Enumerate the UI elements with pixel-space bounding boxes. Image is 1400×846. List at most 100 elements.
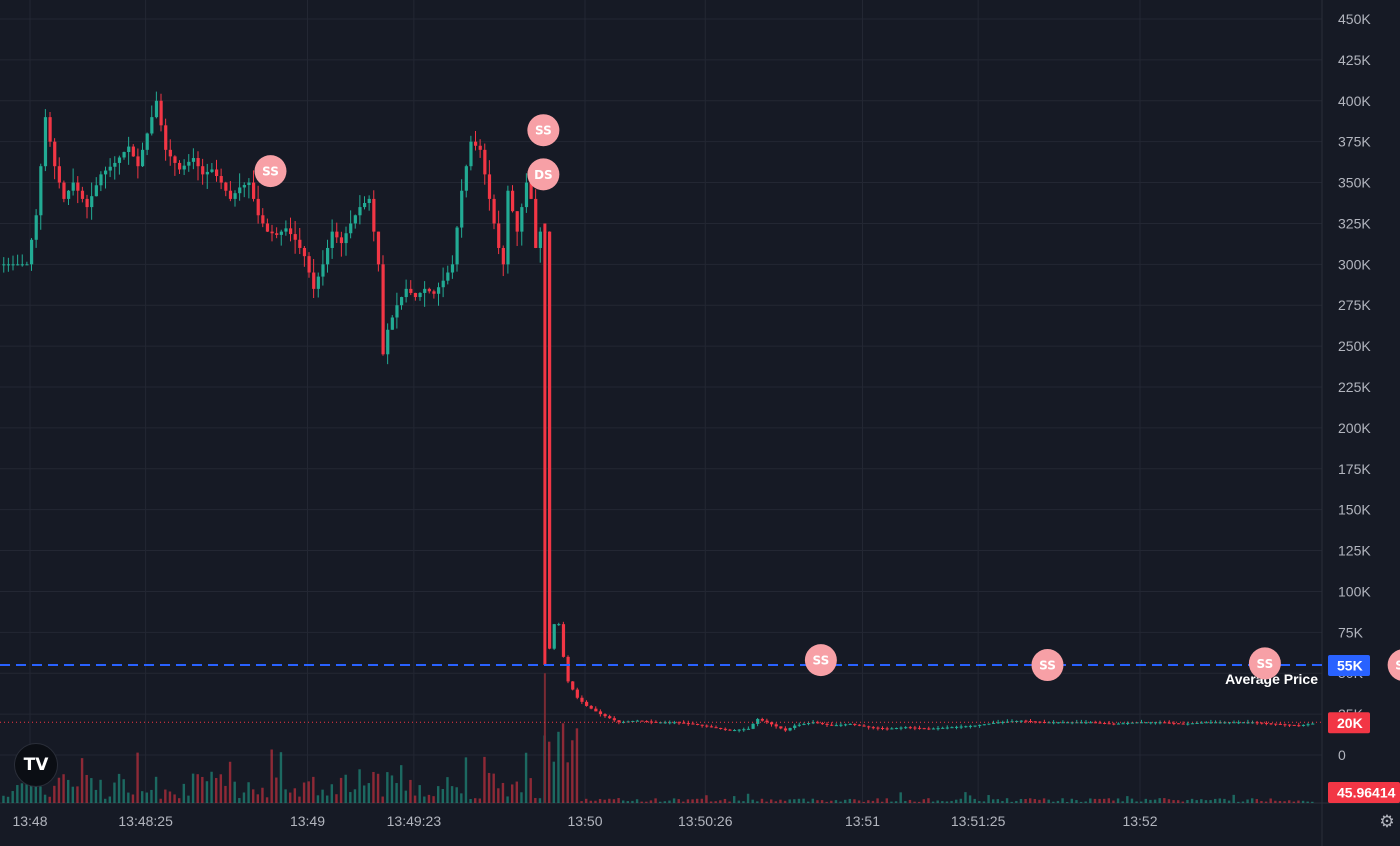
candle-body <box>441 280 445 288</box>
volume-bar <box>201 776 204 803</box>
volume-bar <box>474 798 477 803</box>
volume-bar <box>372 771 375 803</box>
candle-body <box>807 723 811 725</box>
time-axis[interactable]: 13:48 13:48:25 13:49 13:49:23 13:50 13:50:26 1… <box>12 813 1400 829</box>
candle-body <box>538 231 542 248</box>
volume-bar <box>150 789 153 803</box>
marker-label: SS <box>1039 659 1056 673</box>
candle-body <box>830 724 834 726</box>
candle-body <box>825 723 829 725</box>
price-tick-label: 0 <box>1338 747 1346 763</box>
candle-body <box>423 288 427 293</box>
volume-bar <box>1209 800 1212 803</box>
candle-body <box>774 724 778 727</box>
volume-bar <box>1301 800 1305 803</box>
volume-bar <box>460 793 463 803</box>
volume-bar <box>39 786 42 803</box>
volume-bar <box>1269 798 1272 803</box>
marker-ss[interactable]: SS <box>1248 647 1281 680</box>
marker-ss[interactable]: SS <box>254 155 287 188</box>
volume-bar <box>159 798 162 803</box>
marker-label: SS <box>262 165 279 179</box>
volume-bar <box>353 789 357 803</box>
price-lines: Average Price <box>0 664 1322 723</box>
candle-body <box>80 190 85 199</box>
volume-bar <box>992 799 995 803</box>
tradingview-logo[interactable]: TV <box>14 743 58 787</box>
average-price-tag-bg <box>1328 655 1370 677</box>
candle-body <box>520 207 524 232</box>
volume-bar <box>1112 800 1115 803</box>
candle-body <box>99 174 103 186</box>
volume-bar <box>358 769 361 803</box>
candle-body <box>464 166 468 191</box>
candle-body <box>1005 721 1010 723</box>
marker-ss[interactable]: SS <box>1387 649 1400 681</box>
candle-body <box>1297 725 1301 727</box>
volume-bar <box>413 795 417 803</box>
settings-gear-icon[interactable]: ⚙ <box>1376 811 1398 833</box>
candle-body <box>43 117 48 167</box>
candle-body <box>797 724 801 726</box>
volume-bar <box>830 800 833 803</box>
candle-body <box>904 727 908 729</box>
volume-bar <box>1255 799 1259 803</box>
volume-bar <box>899 792 902 803</box>
volume-bar <box>390 775 394 803</box>
volume-bar <box>1130 798 1134 803</box>
volume-bar <box>367 783 371 803</box>
candle-body <box>1103 722 1107 724</box>
volume-bar <box>696 798 699 803</box>
candle-body <box>224 182 228 191</box>
marker-ds[interactable]: DS <box>527 158 560 191</box>
candle-body <box>529 182 533 199</box>
candle-body <box>62 182 66 199</box>
marker-badge <box>804 644 837 677</box>
volume-bar <box>191 773 195 803</box>
volume-bar <box>751 799 754 803</box>
candle-body <box>867 726 871 728</box>
price-tick-label: 225K <box>1338 379 1371 395</box>
candle-body <box>1089 722 1093 724</box>
price-tick-label: 350K <box>1338 175 1371 191</box>
candle-body <box>284 228 288 232</box>
marker-badge <box>1248 647 1281 680</box>
volume-bar <box>1089 798 1092 803</box>
candle-body <box>450 264 455 273</box>
volume-bar <box>321 789 324 803</box>
volume-bar <box>686 799 690 803</box>
volume-bar <box>566 762 569 803</box>
candle-body <box>1015 720 1019 722</box>
candle-body <box>871 727 875 729</box>
volume-bar <box>1264 801 1268 803</box>
candle-body <box>1190 723 1195 725</box>
current-price-tag: 20K <box>1337 715 1363 731</box>
candle-body <box>1204 722 1208 724</box>
price-tick-label: 425K <box>1338 52 1371 68</box>
volume-bar <box>446 777 449 803</box>
candle-body <box>955 726 959 728</box>
volume-bar <box>603 799 606 803</box>
candle-body <box>1061 722 1065 724</box>
volume-bar <box>871 800 875 803</box>
candle-body <box>1038 721 1042 723</box>
volume-bar <box>1116 798 1120 803</box>
gear-icon: ⚙ <box>1379 812 1395 832</box>
marker-ss[interactable]: SS <box>1031 649 1064 682</box>
candle-body <box>349 223 353 234</box>
volume-bar <box>497 788 500 803</box>
marker-ss[interactable]: SS <box>527 114 560 147</box>
volume-bar <box>1200 799 1203 803</box>
volume-bar <box>219 774 223 803</box>
volume-bar <box>326 795 329 803</box>
volume-bar <box>104 798 107 803</box>
volume-bar <box>265 797 269 803</box>
marker-label: SS <box>1395 659 1400 673</box>
marker-ss[interactable]: SS <box>804 644 837 677</box>
candle-body <box>6 264 11 266</box>
candle-body <box>279 231 283 235</box>
candle-body <box>358 207 362 216</box>
volume-bar <box>672 798 676 803</box>
volume-bar <box>982 801 986 803</box>
